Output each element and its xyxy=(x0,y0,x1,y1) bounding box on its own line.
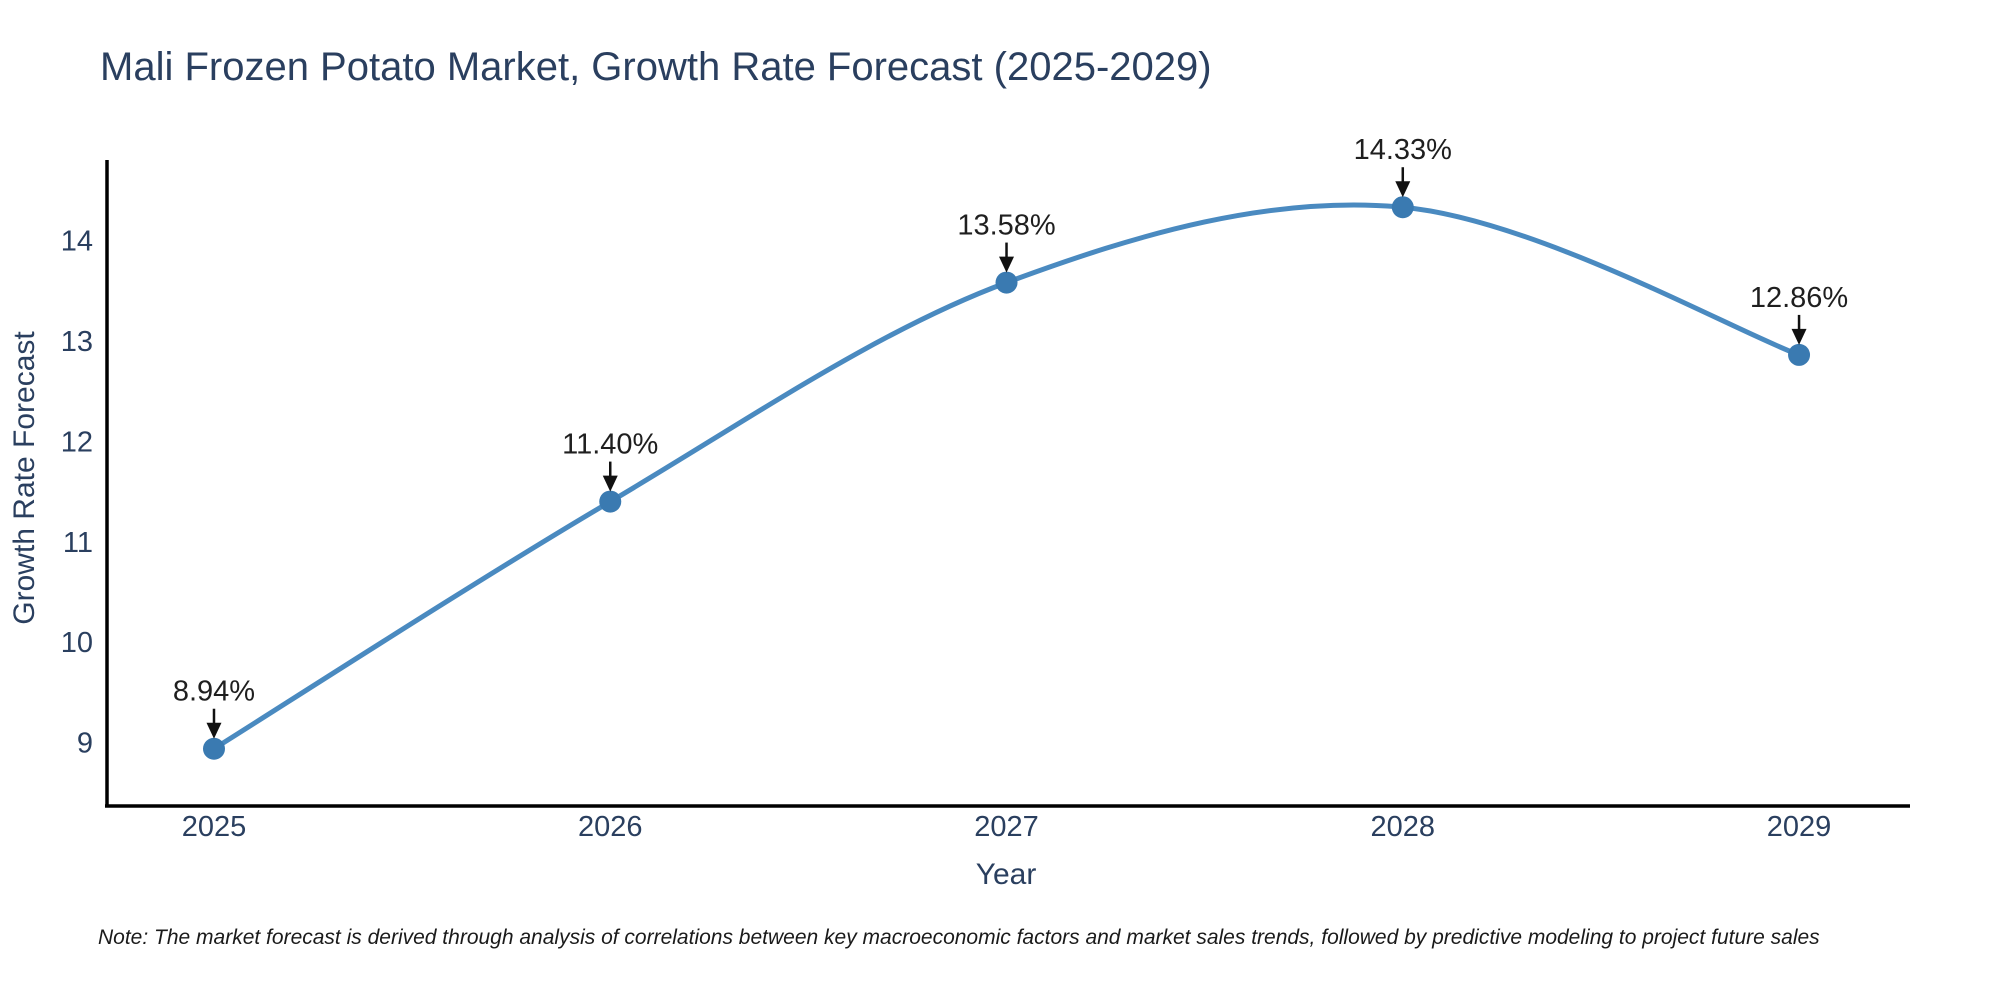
point-annotation-label: 14.33% xyxy=(1354,134,1452,166)
x-axis-label: Year xyxy=(976,858,1037,891)
point-annotation-label: 8.94% xyxy=(173,676,255,708)
point-annotation-label: 12.86% xyxy=(1750,282,1848,314)
point-annotation: 12.86% xyxy=(1750,282,1848,345)
annotation-arrowhead-icon xyxy=(999,256,1015,273)
data-point-marker xyxy=(1788,343,1811,366)
point-annotation-label: 13.58% xyxy=(957,210,1055,242)
y-tick-label: 9 xyxy=(77,728,93,760)
x-tick-label: 2028 xyxy=(1371,811,1436,843)
data-series xyxy=(202,196,1811,760)
x-tick-label: 2029 xyxy=(1767,811,1832,843)
y-tick-label: 14 xyxy=(61,225,93,257)
point-annotation: 13.58% xyxy=(957,210,1056,273)
annotation-arrowhead-icon xyxy=(602,475,618,492)
footnote: Note: The market forecast is derived thr… xyxy=(98,926,1820,949)
data-point-marker xyxy=(202,737,225,760)
data-point-marker xyxy=(1391,196,1414,219)
point-annotation: 11.40% xyxy=(562,429,658,492)
point-annotation: 14.33% xyxy=(1354,134,1452,198)
x-tick-label: 2027 xyxy=(974,811,1039,843)
data-point-marker xyxy=(995,271,1018,294)
chart-title: Mali Frozen Potato Market, Growth Rate F… xyxy=(100,45,1212,89)
annotation-arrowhead-icon xyxy=(1395,181,1411,198)
x-tick-label: 2026 xyxy=(578,811,643,843)
y-tick-label: 11 xyxy=(63,527,93,559)
point-annotation: 8.94% xyxy=(173,676,255,739)
x-tick-label: 2025 xyxy=(182,811,247,843)
point-annotations: 8.94% 11.40% 13.58% 14.33% 12.86% xyxy=(173,134,1848,739)
axes xyxy=(105,160,1910,808)
annotation-arrowhead-icon xyxy=(206,722,222,739)
y-tick-label: 10 xyxy=(61,627,93,659)
annotation-arrowhead-icon xyxy=(1791,328,1807,345)
y-tick-label: 13 xyxy=(61,326,93,358)
data-point-marker xyxy=(599,490,622,513)
axis-ticks: 9 10 11 12 13 14 2025 2026 2027 2028 2029 xyxy=(61,225,1832,843)
y-tick-label: 12 xyxy=(61,426,93,458)
y-axis-label: Growth Rate Forecast xyxy=(8,331,41,625)
point-annotation-label: 11.40% xyxy=(562,429,658,461)
